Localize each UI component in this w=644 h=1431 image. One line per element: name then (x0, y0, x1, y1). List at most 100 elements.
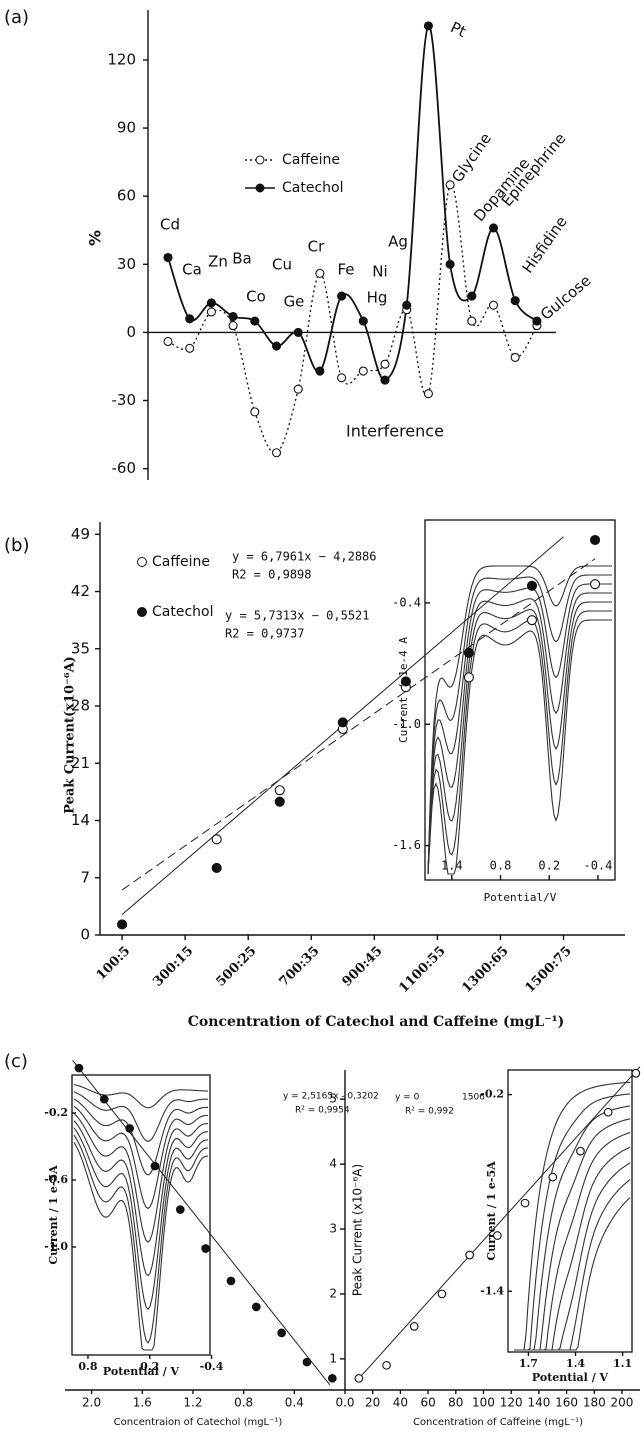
open-marker (315, 268, 325, 278)
filled-marker (526, 580, 538, 591)
inset-curve (73, 1083, 209, 1109)
filled-marker (226, 1276, 236, 1286)
filled-marker (589, 534, 601, 546)
filled-marker (467, 291, 477, 301)
open-marker (274, 785, 285, 796)
open-marker (211, 834, 222, 845)
inset-curve (514, 1093, 631, 1351)
open-marker (271, 448, 282, 458)
filled-marker (163, 252, 173, 263)
y-tick-label: -60 (112, 459, 137, 477)
x-tick-label: 40 (393, 1396, 408, 1410)
inset-curve (73, 1134, 209, 1344)
inset-x-tick-label: 1.4 (566, 1357, 585, 1370)
panel-label: (a) (4, 7, 29, 28)
open-marker (526, 615, 538, 626)
y-tick-label: 35 (71, 639, 90, 657)
inset-x-tick-label: 1.1 (613, 1357, 632, 1370)
inset-curve (73, 1120, 209, 1277)
open-marker (382, 1360, 391, 1370)
y-axis-label: Peak Current (x10⁻⁶A) (351, 1164, 365, 1296)
filled-marker (445, 259, 455, 269)
inset-frame (507, 1069, 633, 1353)
open-marker (589, 579, 601, 590)
category-label: Co (246, 288, 266, 306)
filled-marker (125, 1124, 134, 1133)
x-tick-label: 0.8 (234, 1396, 253, 1410)
filled-marker (293, 327, 303, 337)
legend-label: Caffeine (152, 554, 210, 570)
inset-curve (427, 610, 612, 875)
annotation: R² = 0,992 (405, 1107, 454, 1117)
open-marker (467, 316, 477, 326)
open-marker (337, 373, 347, 383)
open-marker (250, 407, 260, 417)
open-marker (163, 336, 173, 347)
filled-marker (211, 862, 222, 873)
inset-y-tick-label: -1.6 (392, 838, 421, 852)
x-tick-label: 20 (365, 1396, 380, 1410)
filled-marker (532, 316, 542, 326)
inset-x-tick-label: 0.2 (140, 1360, 159, 1373)
filled-marker (302, 1357, 312, 1367)
filled-marker (250, 316, 260, 326)
y-tick-label: 1 (329, 1351, 337, 1365)
open-marker (228, 321, 238, 331)
x-tick-label: 2.0 (82, 1396, 101, 1410)
open-marker (409, 1322, 419, 1331)
y-tick-label: 30 (117, 255, 136, 273)
category-label: Ni (372, 263, 387, 281)
x-tick-label: 0.4 (285, 1396, 304, 1410)
annotation: 1506 (462, 1093, 485, 1103)
open-marker (488, 300, 499, 310)
filled-marker (337, 291, 347, 301)
y-tick-label: 14 (71, 811, 90, 829)
legend-label: Catechol (282, 180, 343, 196)
open-marker (548, 1172, 558, 1182)
open-marker (576, 1146, 585, 1156)
open-marker (463, 672, 474, 683)
category-label: Zn (208, 253, 228, 271)
annotation: y = 2,5165x - 0,3202 (283, 1092, 379, 1102)
inset-y-tick-label: -0.6 (44, 1173, 68, 1186)
annotation: R2 = 0,9737 (225, 627, 304, 641)
y-tick-label: 28 (71, 697, 90, 715)
x-tick-label: 60 (420, 1396, 435, 1410)
series-line (167, 183, 538, 454)
y-tick-label: 3 (329, 1222, 337, 1236)
y-tick-label: 49 (71, 525, 90, 543)
open-marker (445, 180, 455, 190)
annotation: y = 6,7961x − 4,2886 (232, 550, 377, 564)
inset-y-label: Current / 1 e-5A (485, 1161, 498, 1261)
x-tick-label: 1.6 (133, 1396, 152, 1410)
filled-marker (380, 375, 390, 385)
inset-x-tick-label: 0.2 (538, 859, 560, 873)
open-marker (380, 359, 390, 369)
x-tick-label: 0.0 (335, 1396, 354, 1410)
inset-curve (73, 1127, 209, 1311)
inset-y-label: Current / 1 e-5A (47, 1165, 60, 1265)
annotation: y = 0 (395, 1093, 420, 1103)
inset-curve (73, 1113, 209, 1243)
legend-marker (137, 607, 147, 617)
inset-x-tick-label: -0.4 (200, 1360, 224, 1373)
inset-curve (73, 1098, 208, 1176)
filled-marker (185, 314, 195, 324)
inset-x-label: Potential / V (532, 1371, 609, 1384)
inset-x-tick-label: -0.4 (583, 859, 612, 873)
open-marker (631, 1068, 641, 1078)
trendline (72, 1059, 331, 1386)
filled-marker (463, 647, 474, 658)
filled-marker (271, 341, 282, 351)
x-axis-label: Concentration of Caffeine (mgL⁻¹) (413, 1417, 583, 1428)
y-tick-label: 4 (329, 1157, 337, 1171)
open-marker (437, 1289, 447, 1299)
inset-x-label: Potential / V (103, 1365, 180, 1378)
open-marker (492, 1231, 502, 1240)
x-tick-label: 180 (583, 1396, 606, 1410)
open-marker (358, 366, 368, 376)
filled-marker (201, 1244, 210, 1253)
inset-curve (427, 592, 612, 875)
open-marker (603, 1107, 613, 1117)
